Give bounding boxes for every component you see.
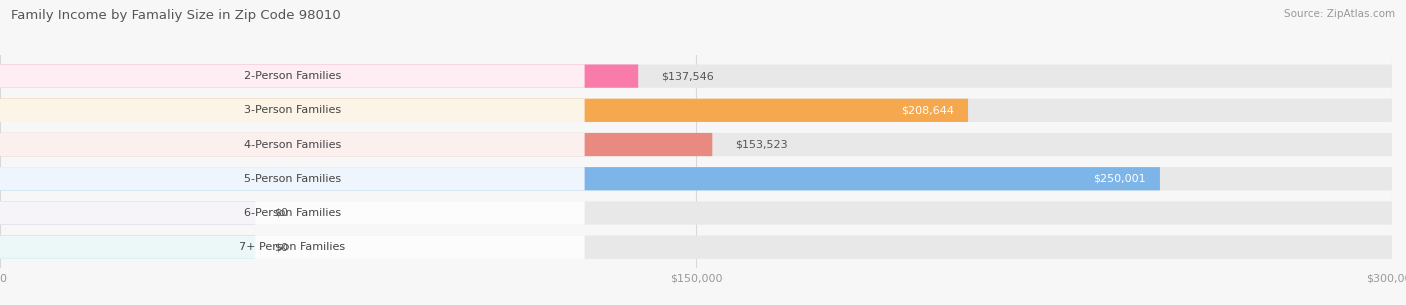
- FancyBboxPatch shape: [0, 64, 585, 88]
- FancyBboxPatch shape: [0, 64, 1392, 88]
- FancyBboxPatch shape: [0, 133, 1392, 156]
- FancyBboxPatch shape: [0, 99, 1392, 122]
- FancyBboxPatch shape: [0, 235, 1392, 259]
- FancyBboxPatch shape: [0, 201, 1392, 224]
- FancyBboxPatch shape: [0, 133, 713, 156]
- FancyBboxPatch shape: [0, 99, 969, 122]
- Text: $0: $0: [274, 208, 288, 218]
- FancyBboxPatch shape: [0, 201, 256, 224]
- Text: $153,523: $153,523: [735, 140, 789, 149]
- FancyBboxPatch shape: [0, 201, 585, 224]
- FancyBboxPatch shape: [0, 133, 585, 156]
- Text: 4-Person Families: 4-Person Families: [243, 140, 340, 149]
- Text: Source: ZipAtlas.com: Source: ZipAtlas.com: [1284, 9, 1395, 19]
- FancyBboxPatch shape: [0, 64, 638, 88]
- Text: $137,546: $137,546: [661, 71, 714, 81]
- FancyBboxPatch shape: [0, 167, 1392, 190]
- Text: 3-Person Families: 3-Person Families: [243, 105, 340, 115]
- Text: Family Income by Famaliy Size in Zip Code 98010: Family Income by Famaliy Size in Zip Cod…: [11, 9, 342, 22]
- Text: $250,001: $250,001: [1094, 174, 1146, 184]
- Text: 6-Person Families: 6-Person Families: [243, 208, 340, 218]
- FancyBboxPatch shape: [0, 99, 585, 122]
- FancyBboxPatch shape: [0, 167, 1160, 190]
- Text: 5-Person Families: 5-Person Families: [243, 174, 340, 184]
- Text: $208,644: $208,644: [901, 105, 955, 115]
- Text: 2-Person Families: 2-Person Families: [243, 71, 340, 81]
- FancyBboxPatch shape: [0, 235, 256, 259]
- FancyBboxPatch shape: [0, 167, 585, 190]
- FancyBboxPatch shape: [0, 235, 585, 259]
- Text: 7+ Person Families: 7+ Person Families: [239, 242, 346, 252]
- Text: $0: $0: [274, 242, 288, 252]
